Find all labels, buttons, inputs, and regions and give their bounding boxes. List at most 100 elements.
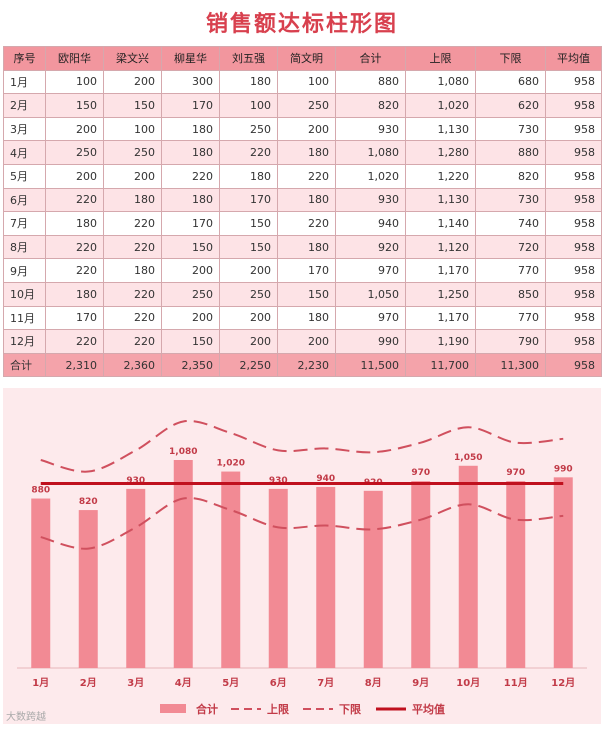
table-row: 12月 220 220 150 200 200 990 1,190 790 958: [3, 329, 602, 354]
table-cell: 200: [219, 258, 278, 283]
legend-label: 上限: [267, 702, 289, 716]
x-tick-label: 3月: [127, 677, 144, 689]
bar: [316, 486, 336, 668]
table-cell: 170: [277, 258, 336, 283]
chart-title: 销售额达标柱形图: [205, 12, 398, 37]
table-cell: 11,500: [335, 352, 406, 378]
table-cell: 180: [103, 258, 162, 283]
table-row: 2月 150 150 170 100 250 820 1,020 620 958: [3, 93, 602, 118]
table-cell: 1,050: [335, 281, 406, 307]
column-header: 上限: [405, 46, 476, 71]
table-cell: 180: [277, 187, 336, 213]
table-cell: 200: [45, 163, 104, 189]
bar: [268, 488, 288, 668]
table-cell: 958: [545, 329, 602, 354]
table-cell: 250: [219, 281, 278, 307]
table-cell: 1,220: [405, 163, 476, 189]
table-cell: 180: [219, 69, 278, 95]
table-cell: 790: [475, 329, 546, 354]
table-cell: 958: [545, 140, 602, 165]
table-cell: 200: [161, 305, 220, 331]
table-cell: 3月: [3, 116, 46, 142]
x-tick-label: 11月: [504, 677, 528, 689]
column-header: 刘五强: [219, 46, 278, 71]
table-cell: 880: [475, 140, 546, 165]
table-cell: 150: [103, 93, 162, 118]
table-cell: 200: [277, 116, 336, 142]
table-cell: 740: [475, 211, 546, 236]
table-cell: 970: [335, 258, 406, 283]
table-cell: 1,020: [405, 93, 476, 118]
data-label: 970: [506, 468, 525, 478]
table-row: 6月 220 180 180 170 180 930 1,130 730 958: [3, 187, 602, 213]
table-row: 1月 100 200 300 180 100 880 1,080 680 958: [3, 69, 602, 95]
table-cell: 958: [545, 93, 602, 118]
table-row: 10月 180 220 250 250 150 1,050 1,250 850 958: [3, 281, 602, 307]
table-cell: 958: [545, 187, 602, 213]
table-cell: 940: [335, 211, 406, 236]
table-cell: 6月: [3, 187, 46, 213]
table-cell: 8月: [3, 234, 46, 260]
table-cell: 170: [45, 305, 104, 331]
table-cell: 220: [103, 211, 162, 236]
table-cell: 2,360: [103, 352, 162, 378]
table-cell: 1,120: [405, 234, 476, 260]
table-row: 3月 200 100 180 250 200 930 1,130 730 958: [3, 116, 602, 142]
table-cell: 200: [103, 69, 162, 95]
column-header: 柳星华: [161, 46, 220, 71]
table-cell: 180: [45, 211, 104, 236]
table-cell: 150: [219, 234, 278, 260]
table-cell: 1,280: [405, 140, 476, 165]
table-row: 5月 200 200 220 180 220 1,020 1,220 820 958: [3, 163, 602, 189]
table-cell: 150: [161, 234, 220, 260]
column-header: 下限: [475, 46, 546, 71]
data-label: 1,050: [454, 453, 482, 463]
table-cell: 850: [475, 281, 546, 307]
table-cell: 180: [277, 305, 336, 331]
table-cell: 12月: [3, 329, 46, 354]
upper-limit-line: [40, 419, 564, 473]
column-header: 简文明: [277, 46, 336, 71]
data-label: 930: [269, 476, 288, 486]
table-cell: 11月: [3, 305, 46, 331]
table-cell: 958: [545, 163, 602, 189]
table-cell: 1,170: [405, 305, 476, 331]
table-cell: 2,310: [45, 352, 104, 378]
table-cell: 1,170: [405, 258, 476, 283]
table-cell: 170: [161, 93, 220, 118]
x-tick-label: 10月: [456, 677, 480, 689]
table-row: 4月 250 250 180 220 180 1,080 1,280 880 958: [3, 140, 602, 165]
x-tick-label: 2月: [80, 677, 97, 689]
legend-swatch-total: [160, 704, 186, 713]
legend-label: 合计: [196, 702, 218, 716]
table-cell: 2月: [3, 93, 46, 118]
table-cell: 220: [45, 234, 104, 260]
table-cell: 150: [161, 329, 220, 354]
table-cell: 1,080: [405, 69, 476, 95]
table-cell: 250: [103, 140, 162, 165]
table-row: 7月 180 220 170 150 220 940 1,140 740 958: [3, 211, 602, 236]
table-cell: 10月: [3, 281, 46, 307]
table-cell: 200: [219, 329, 278, 354]
table-cell: 970: [335, 305, 406, 331]
table-cell: 680: [475, 69, 546, 95]
table-cell: 100: [277, 69, 336, 95]
table-cell: 770: [475, 305, 546, 331]
table-cell: 820: [335, 93, 406, 118]
table-cell: 220: [161, 163, 220, 189]
table-cell: 180: [277, 140, 336, 165]
table-cell: 220: [219, 140, 278, 165]
table-cell: 180: [45, 281, 104, 307]
table-cell: 1,190: [405, 329, 476, 354]
table-cell: 150: [277, 281, 336, 307]
bar: [31, 498, 51, 668]
lower-limit-line: [40, 496, 564, 550]
x-tick-label: 4月: [175, 677, 192, 689]
table-cell: 990: [335, 329, 406, 354]
chart-panel: 8808209301,0801,0209309409209701,0509709…: [3, 388, 601, 724]
table-cell: 920: [335, 234, 406, 260]
table-cell: 200: [161, 258, 220, 283]
table-row: 11月 170 220 200 200 180 970 1,170 770 958: [3, 305, 602, 331]
table-cell: 1,130: [405, 116, 476, 142]
table-cell: 220: [45, 187, 104, 213]
